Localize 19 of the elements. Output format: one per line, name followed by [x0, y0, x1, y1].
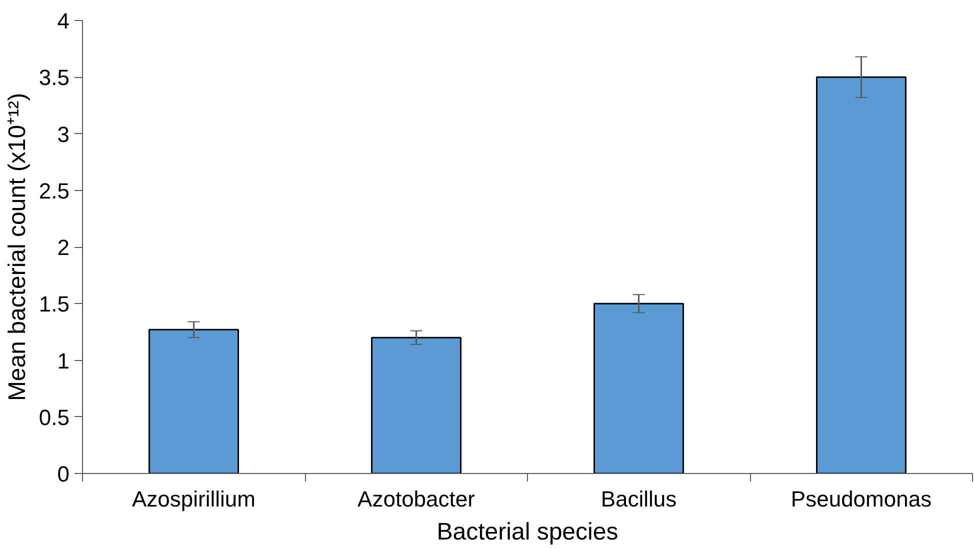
bar: [594, 302, 684, 474]
x-tick-label: Azospirillium: [132, 486, 256, 512]
x-tick-label: Azotobacter: [358, 486, 475, 512]
y-tick-label: 0: [57, 462, 70, 486]
x-axis-title: Bacterial species: [436, 518, 618, 546]
y-tick-label: 1.5: [38, 292, 70, 317]
bar: [371, 336, 462, 474]
y-tick-label: 3.5: [38, 65, 70, 90]
x-tick-label: Bacillus: [600, 486, 677, 512]
y-axis-title: Mean bacterial count (x10⁺¹²): [4, 92, 31, 402]
y-tick-label: 0.5: [38, 404, 70, 430]
y-tick-label: 3: [57, 122, 70, 147]
y-tick-label: 2: [57, 235, 70, 260]
x-tick-label: Pseudomonas: [790, 486, 932, 512]
y-tick-label: 4: [57, 8, 70, 34]
bar: [816, 76, 906, 474]
y-tick-label: 2.5: [38, 178, 70, 204]
bar: [148, 328, 239, 474]
y-tick-label: 1: [57, 348, 70, 374]
